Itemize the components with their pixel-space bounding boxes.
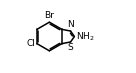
- Text: Br: Br: [44, 11, 54, 20]
- Text: NH$_2$: NH$_2$: [76, 30, 95, 43]
- Text: S: S: [68, 43, 73, 52]
- Text: N: N: [68, 20, 74, 29]
- Text: Cl: Cl: [26, 39, 35, 48]
